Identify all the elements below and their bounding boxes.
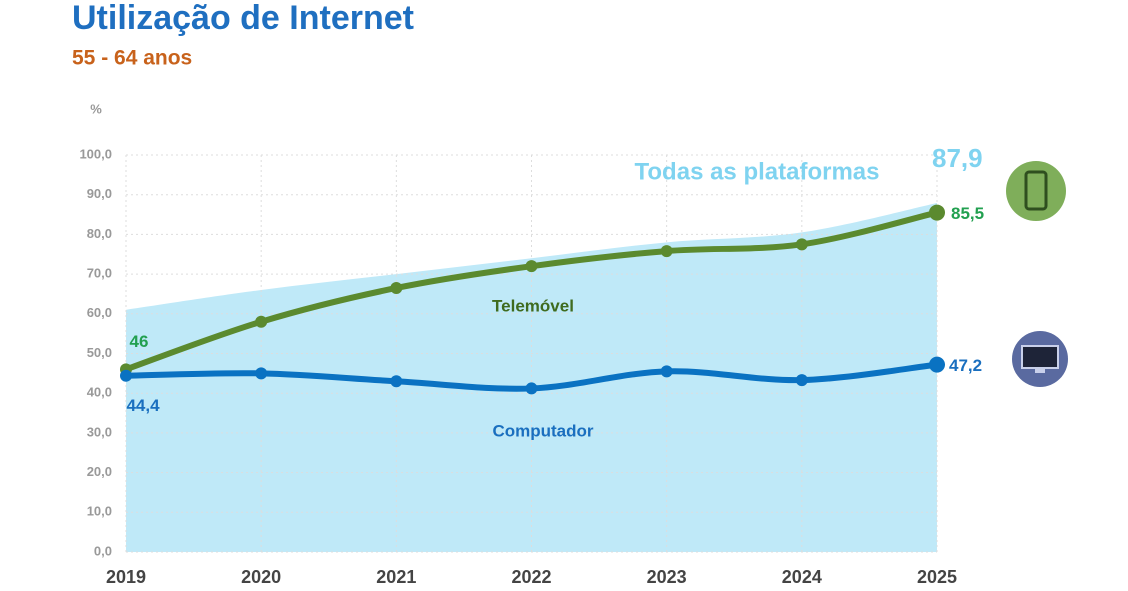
y-tick-label: 50,0 xyxy=(87,345,112,360)
y-tick-label: 100,0 xyxy=(79,146,112,161)
chart-subtitle: 55 - 64 anos xyxy=(72,47,192,70)
point xyxy=(929,356,945,373)
point xyxy=(390,281,403,294)
x-tick-label: 2024 xyxy=(782,567,822,587)
point xyxy=(525,382,538,395)
y-tick-label: 40,0 xyxy=(87,385,112,400)
y-axis-label: % xyxy=(90,101,102,116)
point xyxy=(120,369,132,382)
computer-icon xyxy=(1012,331,1068,387)
data-label: 46 xyxy=(130,332,149,351)
plot: 0,0 10,0 20,0 30,0 40,0 50,0 60,0 70,0 80,0 90,0 1… xyxy=(79,143,984,587)
chart-title: Utilização de Internet xyxy=(72,0,414,37)
y-tick-label: 30,0 xyxy=(87,424,112,439)
x-tick-label: 2020 xyxy=(241,567,281,587)
x-tick-label: 2019 xyxy=(106,567,146,587)
y-tick-label: 10,0 xyxy=(87,504,112,519)
phone-icon xyxy=(1006,161,1066,221)
point xyxy=(255,367,268,380)
point xyxy=(660,365,673,378)
point xyxy=(390,375,403,388)
point xyxy=(795,374,808,387)
point xyxy=(929,204,945,221)
y-tick-label: 0,0 xyxy=(94,543,112,558)
y-tick-label: 20,0 xyxy=(87,464,112,479)
point xyxy=(795,238,808,251)
point xyxy=(660,245,673,258)
x-tick-label: 2022 xyxy=(511,567,551,587)
x-tick-label: 2021 xyxy=(376,567,416,587)
y-tick-label: 80,0 xyxy=(87,226,112,241)
series-label: Computador xyxy=(492,421,593,440)
y-tick-label: 60,0 xyxy=(87,305,112,320)
y-tick-label: 70,0 xyxy=(87,266,112,281)
series-label: Telemóvel xyxy=(492,296,574,315)
point xyxy=(525,260,538,273)
x-tick-label: 2023 xyxy=(647,567,687,587)
data-label: 47,2 xyxy=(949,356,982,375)
x-tick-label: 2025 xyxy=(917,567,957,587)
series-label: Todas as plataformas xyxy=(635,158,880,185)
data-label: 87,9 xyxy=(932,143,983,173)
point xyxy=(255,315,268,328)
area xyxy=(126,203,937,553)
data-label: 44,4 xyxy=(126,396,160,415)
data-label: 85,5 xyxy=(951,204,984,223)
y-tick-label: 90,0 xyxy=(87,186,112,201)
